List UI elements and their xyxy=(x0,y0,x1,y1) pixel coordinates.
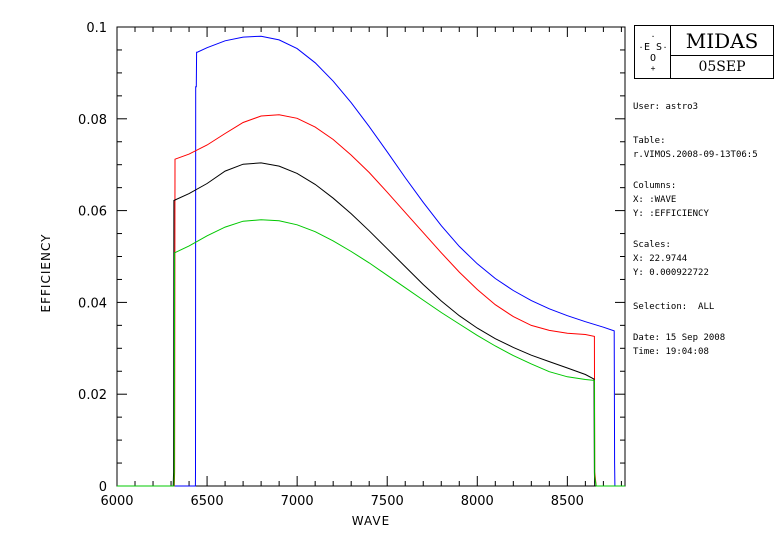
midas-logo: · E S · · O + MIDAS 05SEP xyxy=(634,25,774,79)
series-line-1 xyxy=(117,35,625,487)
x-tick-label: 8000 xyxy=(461,494,494,509)
x-axis-title: WAVE xyxy=(352,514,390,528)
efficiency-plot: 6000 6500 7000 7500 8000 8500 0 0.02 0.04 0.06 0.… xyxy=(39,21,626,528)
y-tick-label: 0.06 xyxy=(78,205,107,220)
y-axis-title: EFFICIENCY xyxy=(39,234,53,313)
x-axis-ticks: 6000 6500 7000 7500 8000 8500 xyxy=(100,27,622,509)
data-series xyxy=(117,35,625,487)
y-tick-label: 0.1 xyxy=(86,21,107,36)
time-text: Time: 19:04:08 xyxy=(633,347,709,357)
date-text: Date: 15 Sep 2008 xyxy=(633,333,726,343)
table-value: r.VIMOS.2008-09-13T06:5 xyxy=(633,150,758,160)
y-axis-ticks: 0 0.02 0.04 0.06 0.08 0.1 xyxy=(78,21,625,495)
y-tick-label: 0.04 xyxy=(78,296,107,311)
x-tick-label: 7000 xyxy=(281,494,314,509)
y-tick-label: 0 xyxy=(99,480,107,495)
y-tick-label: 0.02 xyxy=(78,388,107,403)
x-tick-label: 6000 xyxy=(100,494,133,509)
scales-label: Scales: xyxy=(633,240,671,250)
user-text: User: astro3 xyxy=(633,102,699,112)
x-tick-label: 7500 xyxy=(371,494,404,509)
svg-text:+: + xyxy=(651,64,656,73)
series-line-2 xyxy=(117,114,625,487)
table-label: Table: xyxy=(633,136,666,146)
svg-text:·: · xyxy=(651,32,656,41)
columns-label: Columns: xyxy=(633,181,677,191)
x-tick-label: 6500 xyxy=(191,494,224,509)
svg-text:·: · xyxy=(639,43,644,52)
logo-date: 05SEP xyxy=(698,59,746,75)
selection-text: Selection: ALL xyxy=(633,302,715,312)
info-panel: · E S · · O + MIDAS 05SEP User: astro3 T… xyxy=(631,0,782,542)
y-tick-label: 0.08 xyxy=(78,113,107,128)
logo-title: MIDAS xyxy=(671,26,773,56)
plot-frame xyxy=(116,26,626,487)
series-line-3 xyxy=(117,162,625,487)
eso-seal-icon: · E S · · O + xyxy=(635,26,671,78)
scales-x: X: 22.9744 xyxy=(633,254,688,264)
scales-y: Y: 0.000922722 xyxy=(633,268,709,278)
svg-text:O: O xyxy=(650,53,656,64)
svg-text:·: · xyxy=(663,43,668,52)
columns-x: X: :WAVE xyxy=(633,195,677,205)
x-tick-label: 8500 xyxy=(551,494,584,509)
columns-y: Y: :EFFICIENCY xyxy=(633,209,709,219)
svg-text:E S: E S xyxy=(644,42,662,53)
series-line-4 xyxy=(117,219,625,487)
plot-border xyxy=(116,26,626,487)
